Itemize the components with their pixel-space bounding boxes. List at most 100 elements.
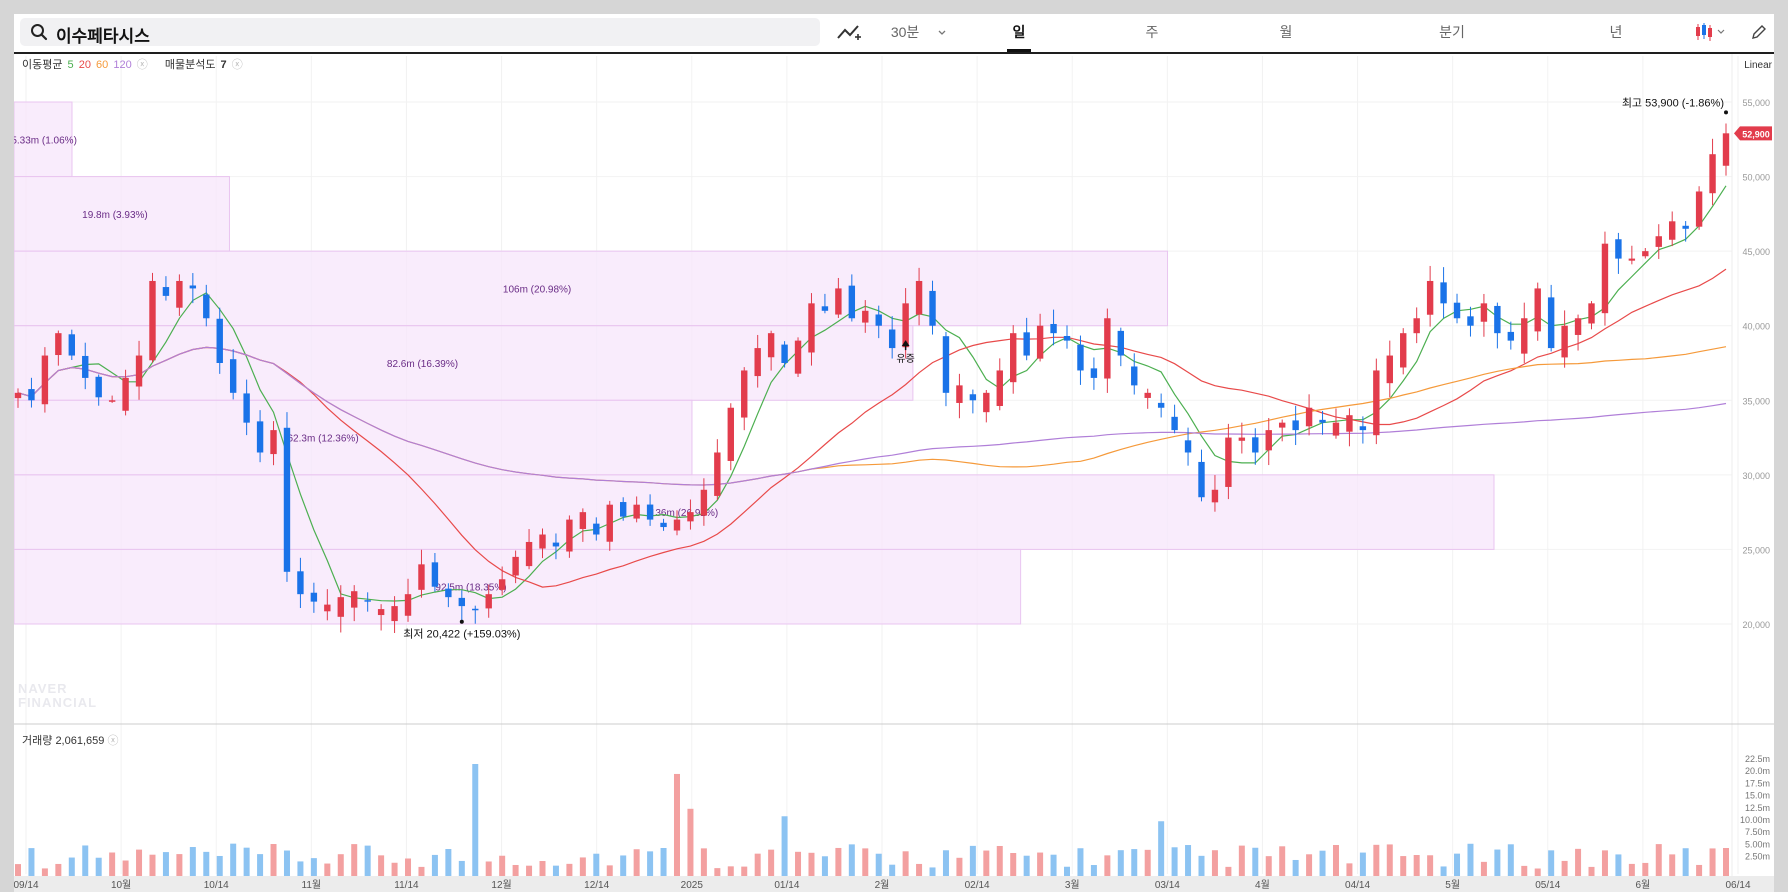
volume-bar xyxy=(391,862,398,876)
volume-bar xyxy=(902,851,909,876)
candle-body xyxy=(364,600,371,602)
volume-bar xyxy=(1696,864,1703,876)
watermark-line-2: FINANCIAL xyxy=(18,695,98,710)
candle-body xyxy=(324,604,331,612)
date-tick-label: 10월 xyxy=(111,879,131,891)
candle-body xyxy=(969,394,977,401)
price-chart[interactable]: 5.33m (1.06%) 19.8m (3.93%) 106m (20.98%) 8… xyxy=(14,14,1774,892)
volume-bar xyxy=(297,861,304,876)
last-price-tag xyxy=(1734,126,1772,141)
candle-body xyxy=(1023,332,1030,356)
pencil-icon[interactable] xyxy=(1750,23,1768,41)
volume-profile-label: 19.8m (3.93%) xyxy=(82,210,148,221)
candle-body xyxy=(1642,251,1649,257)
candle-body xyxy=(1467,316,1474,326)
volume-bar xyxy=(324,863,331,876)
volume-bar xyxy=(15,864,21,876)
volume-bar xyxy=(1144,849,1151,876)
volume-bar xyxy=(969,845,976,876)
ma-close-icon[interactable]: ⓧ xyxy=(136,59,148,71)
candle-body xyxy=(203,294,210,319)
candle-body xyxy=(1615,239,1622,259)
candle-body xyxy=(606,504,613,542)
volume-bar xyxy=(633,849,640,876)
tab-year[interactable]: 년 xyxy=(1609,24,1623,40)
volume-profile-close-icon[interactable]: ⓧ xyxy=(231,59,243,71)
volume-bar xyxy=(55,863,62,876)
volume-bar xyxy=(82,845,89,876)
volume-close-icon[interactable]: ⓧ xyxy=(107,735,119,747)
volume-bar xyxy=(942,850,949,876)
candle-body xyxy=(821,306,829,311)
candle-body xyxy=(1561,325,1568,358)
volume-bar xyxy=(283,850,290,876)
volume-bar xyxy=(754,853,761,876)
search-input[interactable]: 이수페타시스 xyxy=(56,27,150,46)
volume-bar xyxy=(431,854,438,876)
candle-body xyxy=(28,389,35,401)
volume-bar xyxy=(1548,850,1555,876)
volume-bar xyxy=(781,816,788,876)
volume-bar xyxy=(714,868,721,876)
volume-bar xyxy=(647,851,654,876)
candle-body xyxy=(1547,297,1555,349)
candle-body xyxy=(1534,288,1541,332)
date-tick-label: 5월 xyxy=(1445,879,1460,891)
chart-window: 5.33m (1.06%) 19.8m (3.93%) 106m (20.98%) 8… xyxy=(14,14,1774,892)
volume-bar xyxy=(512,864,519,876)
search-box[interactable]: 이수페타시스 xyxy=(20,18,820,46)
tab-week[interactable]: 주 xyxy=(1145,24,1159,40)
volume-bar xyxy=(1373,844,1380,876)
candle-body xyxy=(1252,437,1259,453)
scale-selector[interactable]: Linear xyxy=(1744,60,1772,71)
date-tick-label: 06/14 xyxy=(1725,880,1750,891)
candlestick-icon[interactable] xyxy=(1694,22,1726,42)
draw-line-icon[interactable] xyxy=(836,22,862,44)
date-tick-label: 01/14 xyxy=(774,880,799,891)
date-tick-label: 4월 xyxy=(1255,879,1270,891)
candle-body xyxy=(1265,430,1272,451)
date-tick-label: 2025 xyxy=(681,880,704,891)
candle-body xyxy=(1521,318,1528,354)
candle-body xyxy=(1682,225,1689,229)
volume-bar xyxy=(485,861,492,876)
tab-day[interactable]: 일 xyxy=(999,14,1039,52)
volume-value: 2,061,659 xyxy=(55,735,105,747)
candle-body xyxy=(552,542,560,547)
volume-profile-bar xyxy=(14,101,73,178)
candle-body xyxy=(1507,331,1515,341)
price-tick-label: 50,000 xyxy=(1742,173,1770,183)
volume-bar xyxy=(1601,850,1608,876)
tab-month[interactable]: 월 xyxy=(1279,24,1293,40)
candle-body xyxy=(835,288,842,315)
volume-bar xyxy=(1575,848,1582,876)
volume-tick-label: 10.00m xyxy=(1740,815,1770,825)
volume-tick-label: 20.0m xyxy=(1745,766,1770,776)
candle-body xyxy=(888,329,896,349)
candle-body xyxy=(1628,258,1636,261)
candle-body xyxy=(297,571,304,595)
volume-bar xyxy=(1279,846,1286,876)
candle-body xyxy=(458,597,466,607)
candle-body xyxy=(996,370,1003,406)
candle-body xyxy=(673,519,681,531)
event-label: 유증 xyxy=(896,353,914,365)
volume-profile-bar xyxy=(14,474,1495,550)
volume-bar xyxy=(983,850,990,876)
date-tick-label: 04/14 xyxy=(1345,880,1370,891)
candle-body xyxy=(902,303,909,348)
volume-bar xyxy=(122,860,129,876)
candles xyxy=(14,123,1730,634)
candle-body xyxy=(1574,318,1582,335)
tab-quarter[interactable]: 분기 xyxy=(1439,24,1465,40)
volume-profile-label: 5.33m (1.06%) xyxy=(14,135,77,146)
date-tick-label: 12월 xyxy=(491,879,511,891)
candle-body xyxy=(956,385,963,403)
volume-bar xyxy=(472,764,479,876)
price-tick-label: 25,000 xyxy=(1742,545,1770,555)
candle-body xyxy=(1494,305,1501,334)
candle-body xyxy=(377,609,385,616)
volume-tick-label: 17.5m xyxy=(1745,778,1770,788)
tab-30min[interactable]: 30분 xyxy=(884,14,954,50)
candle-body xyxy=(700,489,708,516)
